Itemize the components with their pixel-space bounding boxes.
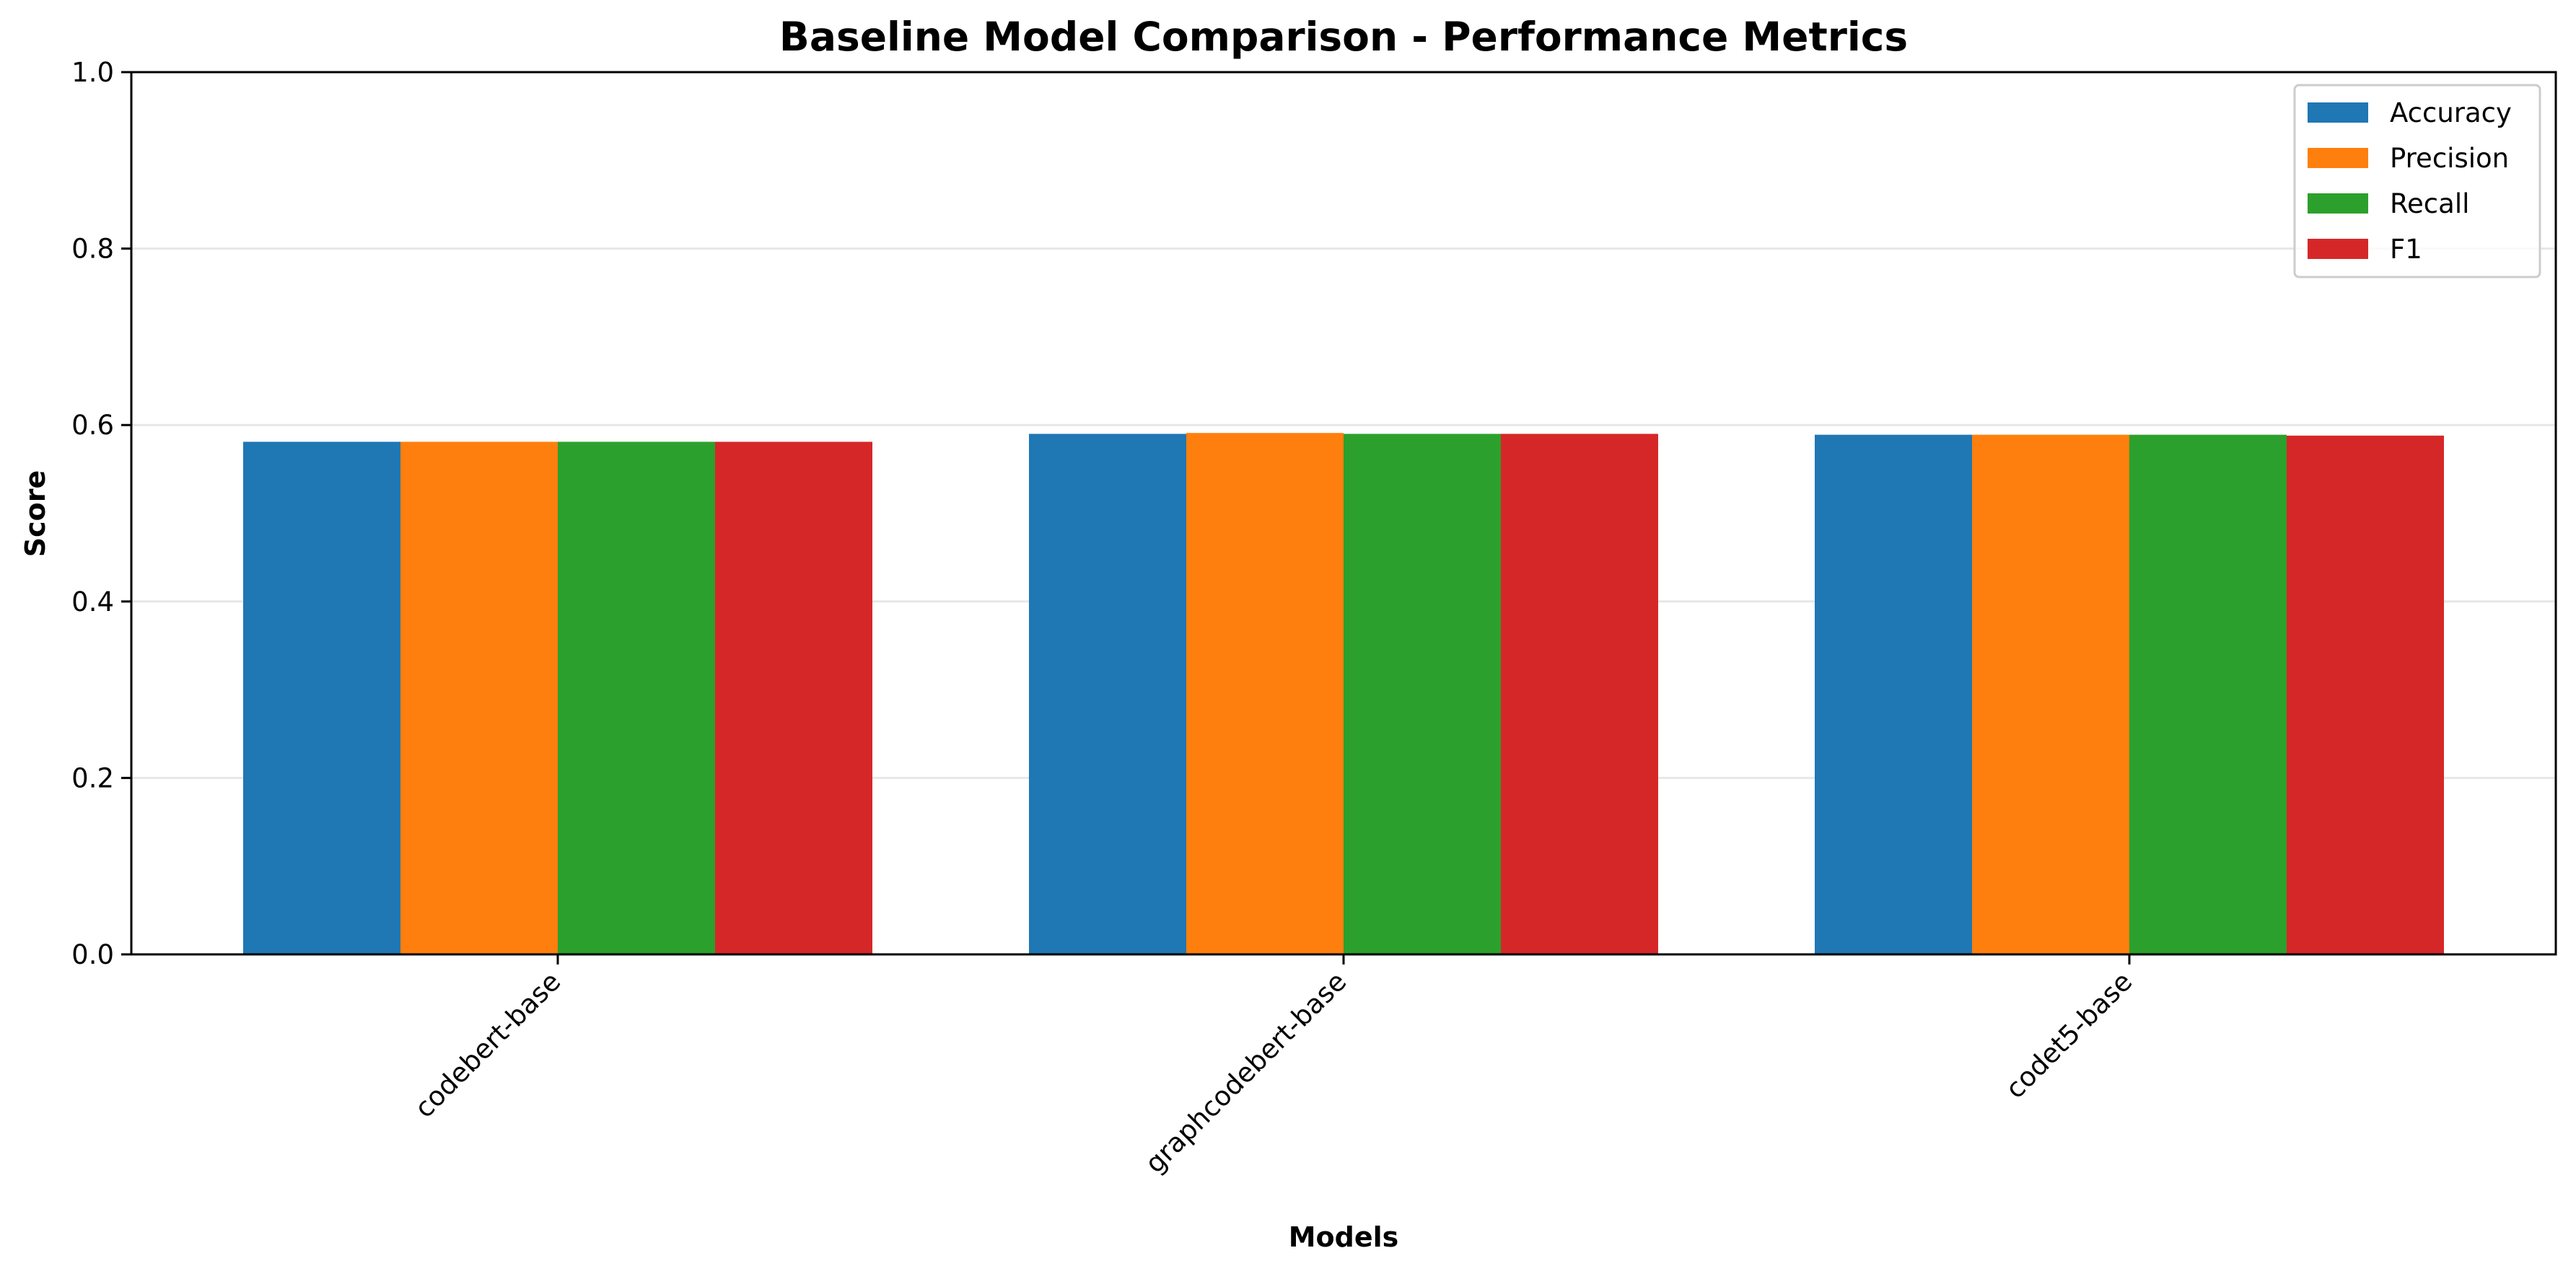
y-tick-label: 0.6: [71, 410, 114, 441]
y-tick-label: 0.0: [71, 939, 114, 970]
bar-precision-codet5-base: [1972, 434, 2129, 954]
bar-accuracy-codebert-base: [243, 441, 400, 954]
y-axis-label: Score: [19, 470, 51, 558]
x-axis-label: Models: [1289, 1221, 1399, 1253]
y-axis: 0.0 0.2 0.4 0.6 0.8 1.0: [71, 57, 131, 970]
bar-recall-codebert-base: [558, 441, 715, 954]
y-tick-label: 0.4: [71, 586, 114, 617]
bar-f1-codebert-base: [715, 441, 872, 954]
bar-accuracy-codet5-base: [1815, 434, 1972, 954]
legend-box: [2293, 84, 2541, 278]
legend-label-precision: Precision: [2390, 143, 2509, 174]
legend-label-recall: Recall: [2390, 188, 2469, 219]
chart-title: Baseline Model Comparison - Performance …: [779, 14, 1908, 60]
bar-f1-codet5-base: [2287, 435, 2444, 954]
legend-swatch-accuracy: [2308, 102, 2368, 123]
y-tick-label: 0.2: [71, 762, 114, 794]
legend-label-f1: F1: [2390, 234, 2422, 265]
bar-precision-codebert-base: [400, 441, 558, 954]
bar-recall-graphcodebert-base: [1344, 434, 1501, 954]
bar-accuracy-graphcodebert-base: [1029, 434, 1186, 954]
legend-swatch-recall: [2308, 193, 2368, 214]
legend-label-accuracy: Accuracy: [2390, 97, 2512, 128]
y-tick-label: 0.8: [71, 234, 114, 265]
bar-precision-graphcodebert-base: [1186, 433, 1344, 954]
bar-recall-codet5-base: [2129, 434, 2287, 954]
legend-swatch-precision: [2308, 148, 2368, 168]
bars: [243, 433, 2444, 954]
y-tick-label: 1.0: [71, 57, 114, 88]
legend: Accuracy Precision Recall F1: [2293, 84, 2541, 278]
legend-swatch-f1: [2308, 239, 2368, 259]
bar-f1-graphcodebert-base: [1501, 434, 1658, 954]
